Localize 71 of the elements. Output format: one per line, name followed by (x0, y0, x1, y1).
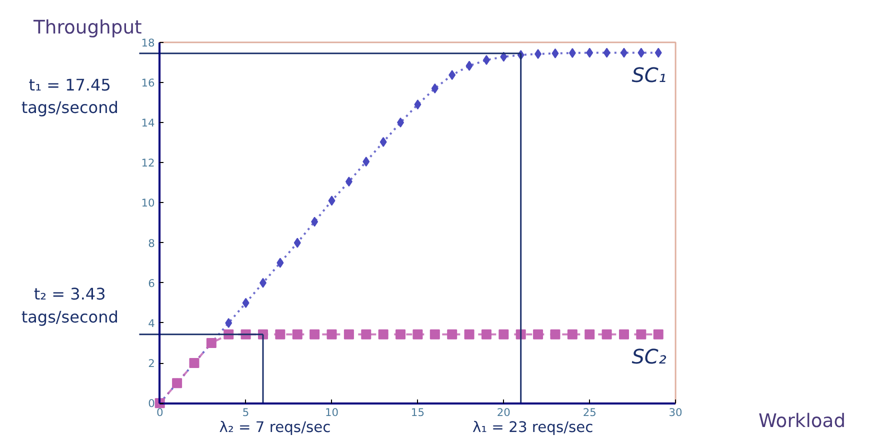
point (533, 329, 544, 340)
point (276, 258, 284, 268)
point (550, 329, 560, 340)
point (310, 329, 320, 340)
point (311, 216, 318, 227)
point (638, 48, 645, 58)
point (481, 329, 492, 340)
point (447, 329, 458, 340)
y-tick-label: 10 (141, 196, 156, 210)
point (584, 329, 595, 340)
point (602, 329, 612, 340)
point (397, 118, 404, 128)
point (431, 83, 438, 94)
point (242, 298, 250, 308)
point (620, 48, 628, 58)
ref-line-label: t₂ = 3.43 tags/second (21, 284, 118, 326)
point (464, 329, 474, 340)
point (552, 48, 559, 58)
y-tick-label: 12 (141, 156, 155, 170)
point (414, 99, 422, 110)
point (328, 196, 336, 206)
point (362, 156, 370, 167)
point (498, 329, 509, 340)
y-tick-label: 6 (148, 276, 156, 290)
point (500, 52, 508, 62)
point (345, 176, 352, 187)
point (380, 136, 387, 147)
x-tick-label: 10 (324, 406, 339, 420)
point (603, 48, 610, 58)
y-tick-label: 2 (148, 357, 155, 370)
point (653, 329, 664, 340)
point (361, 329, 372, 340)
y-tick-label: 4 (148, 316, 156, 330)
point (275, 329, 286, 340)
y-tick-label: 0 (148, 397, 156, 410)
point (466, 60, 473, 71)
y-tick-label: 14 (141, 116, 156, 130)
point (378, 329, 388, 340)
x-tick-label: 15 (410, 406, 424, 420)
x-axis-title: Workload (758, 411, 846, 432)
point (568, 48, 576, 58)
annotation: λ₁ = 23 reqs/sec (472, 419, 594, 436)
series-label: SC₂ (632, 344, 666, 368)
y-axis-title: Throughput (32, 17, 142, 38)
ref-line-label: t₁ = 17.45 tags/second (21, 75, 118, 118)
x-tick-label: 30 (668, 406, 683, 420)
point (259, 278, 266, 288)
y-tick-label: 16 (141, 76, 156, 90)
point (292, 329, 302, 340)
point (294, 238, 301, 248)
x-tick-label: 5 (242, 406, 250, 420)
point (482, 54, 490, 65)
point (225, 318, 232, 328)
series-label: SC₁ (632, 62, 666, 87)
y-tick-label: 8 (148, 236, 156, 250)
point (636, 329, 646, 340)
point (412, 329, 423, 340)
point (430, 329, 440, 340)
point (586, 48, 594, 58)
point (344, 329, 354, 340)
point (396, 329, 406, 340)
point (448, 70, 456, 80)
point (567, 329, 578, 340)
point (534, 48, 542, 59)
y-tick-label: 18 (141, 36, 156, 50)
x-tick-label: 25 (582, 406, 596, 420)
point (654, 48, 662, 58)
point (326, 329, 337, 340)
point (618, 329, 629, 340)
annotation: λ₂ = 7 reqs/sec (219, 419, 331, 436)
x-tick-label: 20 (496, 406, 511, 420)
